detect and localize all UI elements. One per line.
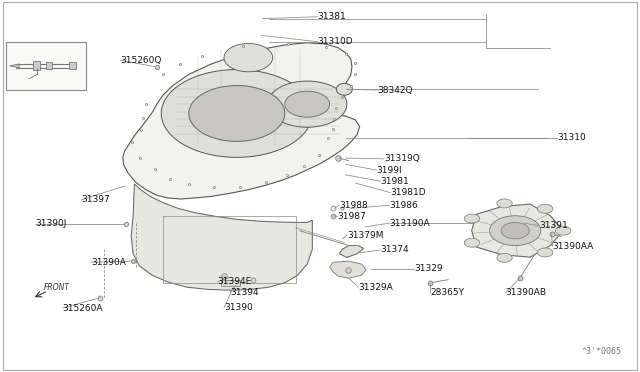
- Polygon shape: [221, 280, 240, 286]
- Polygon shape: [285, 91, 330, 117]
- Text: 315260A: 315260A: [63, 304, 103, 312]
- Text: 31329A: 31329A: [358, 283, 393, 292]
- Polygon shape: [538, 248, 553, 257]
- Polygon shape: [330, 261, 366, 278]
- Text: 31374: 31374: [380, 246, 409, 254]
- Text: 31390: 31390: [224, 303, 253, 312]
- Polygon shape: [161, 70, 312, 157]
- Text: 31381: 31381: [317, 12, 346, 21]
- Text: 3199I: 3199I: [376, 166, 402, 174]
- Ellipse shape: [337, 83, 353, 95]
- Polygon shape: [131, 184, 312, 290]
- Text: 28365Y: 28365Y: [430, 288, 464, 297]
- Text: 31310: 31310: [557, 133, 586, 142]
- Polygon shape: [268, 81, 347, 127]
- Text: 313190A: 313190A: [389, 219, 429, 228]
- Polygon shape: [501, 222, 529, 239]
- Polygon shape: [69, 62, 76, 69]
- Text: 31329: 31329: [414, 264, 443, 273]
- Polygon shape: [10, 64, 19, 68]
- Bar: [6, 42, 86, 90]
- Text: 31986: 31986: [389, 201, 418, 210]
- Text: 31981: 31981: [380, 177, 409, 186]
- Polygon shape: [490, 216, 541, 246]
- Text: 315260Q: 315260Q: [120, 56, 162, 65]
- Text: 31390AA: 31390AA: [552, 242, 593, 251]
- Text: 31988: 31988: [339, 201, 368, 210]
- Text: 31987: 31987: [337, 212, 366, 221]
- Text: C1335: C1335: [32, 53, 61, 62]
- Text: 31390A: 31390A: [92, 258, 126, 267]
- Text: 31391: 31391: [540, 221, 568, 230]
- Text: ^3'*0065: ^3'*0065: [582, 347, 622, 356]
- Polygon shape: [339, 246, 364, 257]
- Polygon shape: [464, 238, 479, 247]
- Polygon shape: [497, 199, 512, 208]
- Text: 31390AB: 31390AB: [506, 288, 547, 297]
- Polygon shape: [464, 214, 479, 223]
- Polygon shape: [123, 43, 360, 199]
- Text: 31397: 31397: [81, 195, 110, 204]
- Polygon shape: [556, 226, 571, 235]
- Text: 31394: 31394: [230, 288, 259, 296]
- Text: 31394E: 31394E: [218, 277, 252, 286]
- Polygon shape: [497, 253, 512, 262]
- Polygon shape: [538, 204, 553, 213]
- Text: 31319Q: 31319Q: [384, 154, 420, 163]
- Text: 38342Q: 38342Q: [378, 86, 413, 94]
- Text: 31981D: 31981D: [390, 188, 426, 197]
- Text: 31310D: 31310D: [317, 37, 353, 46]
- Text: 31390J: 31390J: [35, 219, 67, 228]
- Polygon shape: [46, 62, 52, 69]
- Text: FRONT: FRONT: [44, 283, 69, 292]
- Polygon shape: [472, 204, 563, 257]
- Polygon shape: [224, 44, 273, 72]
- Polygon shape: [189, 86, 285, 141]
- Polygon shape: [33, 61, 40, 70]
- Text: 31379M: 31379M: [347, 231, 383, 240]
